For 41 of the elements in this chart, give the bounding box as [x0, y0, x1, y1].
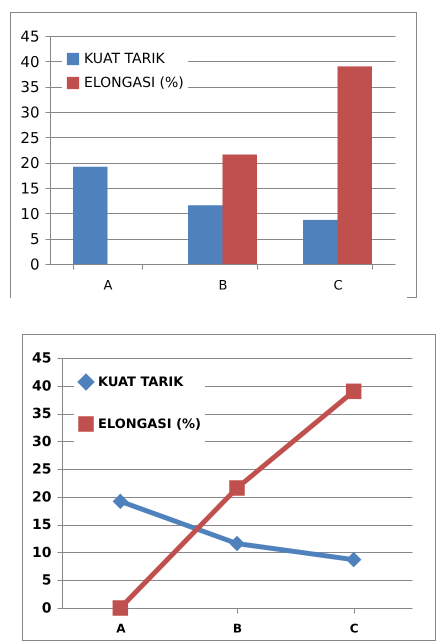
y-tick-label: 0 — [42, 600, 52, 616]
x-tick-label: A — [116, 622, 126, 636]
point — [346, 384, 362, 400]
point — [112, 600, 128, 616]
y-tick-label: 40 — [32, 378, 52, 394]
y-tick-label: 10 — [20, 204, 40, 223]
x-tick-label: A — [104, 278, 113, 294]
legend-label: ELONGASI (%) — [84, 75, 184, 91]
y-tick-label: 0 — [30, 256, 40, 274]
y-tick-label: 15 — [32, 517, 52, 534]
y-tick-label: 25 — [32, 462, 52, 478]
point — [346, 552, 362, 568]
y-tick-label: 30 — [20, 104, 40, 122]
y-tick-label: 15 — [20, 180, 40, 198]
y-tick-label: 35 — [20, 78, 40, 96]
bar — [188, 205, 222, 264]
x-tick-label: B — [232, 622, 242, 636]
y-tick-label: 35 — [32, 406, 52, 422]
y-tick-label: 45 — [20, 28, 40, 46]
bar — [73, 166, 108, 264]
y-tick-label: 5 — [30, 230, 40, 248]
y-tick-label: 10 — [32, 544, 52, 561]
y-tick-label: 5 — [42, 572, 52, 589]
legend-label: KUAT TARIK — [98, 375, 184, 390]
y-tick-label: 20 — [32, 489, 52, 506]
x-tick-label: B — [218, 278, 228, 294]
bar — [338, 66, 372, 264]
y-tick-label: 40 — [20, 52, 40, 71]
point — [229, 480, 245, 496]
point — [229, 536, 245, 552]
legend-label: ELONGASI (%) — [98, 417, 201, 432]
bar — [303, 220, 338, 264]
point — [112, 494, 128, 510]
y-tick-label: 20 — [20, 154, 40, 172]
x-tick-label: C — [350, 622, 359, 636]
y-tick-label: 30 — [32, 434, 52, 450]
x-tick-label: C — [333, 278, 343, 294]
bar — [222, 154, 257, 264]
legend-label: KUAT TARIK — [84, 51, 166, 67]
y-tick-label: 45 — [32, 350, 52, 366]
y-tick-label: 25 — [20, 128, 40, 147]
